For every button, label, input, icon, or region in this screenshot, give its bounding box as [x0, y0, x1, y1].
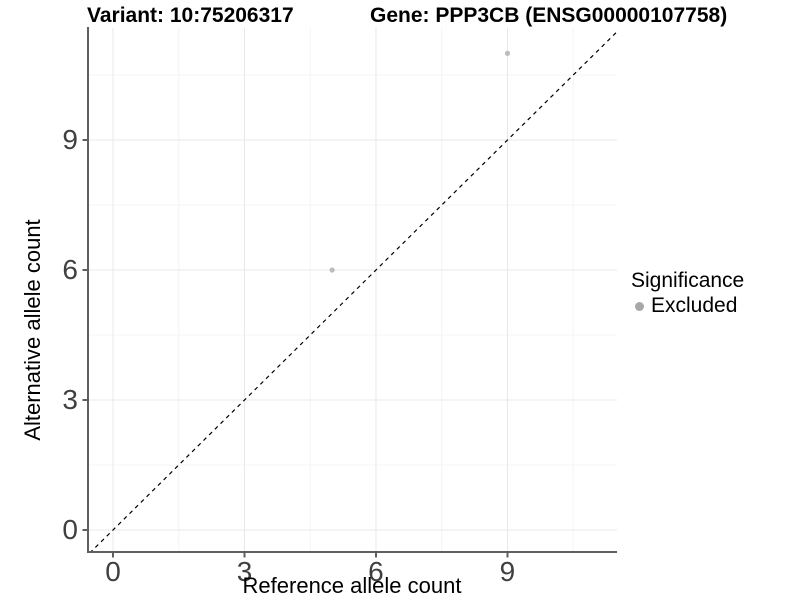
x-tick-label: 0 [105, 556, 121, 587]
y-tick-label: 9 [62, 124, 78, 156]
legend-key-point-icon [635, 301, 644, 311]
variant-title: Variant: 10:75206317 [87, 4, 294, 27]
legend: Significance Excluded [631, 269, 744, 318]
y-tick-label: 0 [62, 514, 78, 545]
y-axis-title: Alternative allele count [20, 219, 45, 441]
legend-item: Excluded [631, 294, 744, 318]
y-tick-label: 3 [62, 384, 78, 415]
y-tick-label: 6 [62, 254, 78, 286]
data-point [504, 50, 511, 56]
gene-title: Gene: PPP3CB (ENSG00000107758) [370, 4, 728, 27]
x-tick-label: 9 [499, 556, 516, 587]
legend-item-label: Excluded [651, 294, 738, 317]
data-point [329, 267, 335, 273]
x-axis-title: Reference allele count [242, 573, 462, 598]
x-tick-label: 6 [368, 556, 384, 587]
legend-title: Significance [631, 269, 745, 292]
x-tick-label: 3 [236, 556, 253, 587]
identity-reference-line [89, 30, 617, 552]
